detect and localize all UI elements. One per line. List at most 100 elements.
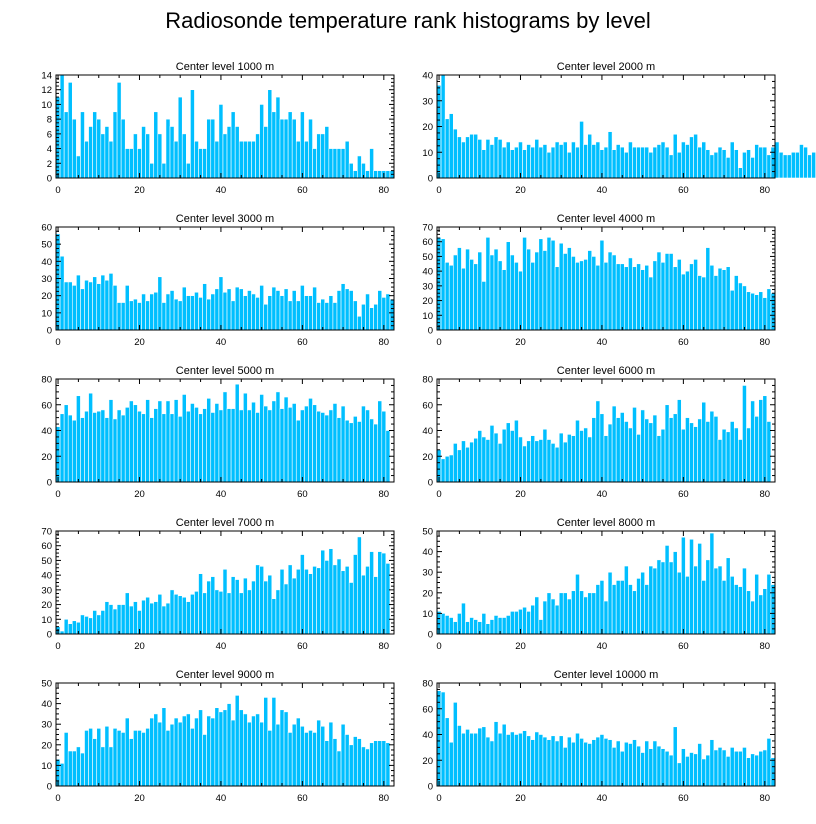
histogram-bar [452, 621, 458, 635]
histogram-bar [489, 425, 495, 483]
histogram-bar [444, 118, 450, 179]
histogram-bar [344, 140, 350, 179]
histogram-panel: Center level 4000 m 0 20 40 60 80 0 10 20 30 40 50 6… [422, 213, 776, 348]
histogram-bar [546, 739, 552, 787]
histogram-bar [481, 281, 487, 331]
x-tick-label: 0 [55, 793, 60, 804]
histogram-bar [145, 399, 150, 483]
histogram-bar [336, 558, 342, 635]
histogram-bar [571, 256, 576, 331]
histogram-bar [448, 264, 454, 331]
histogram-bar [80, 614, 85, 635]
histogram-bar [697, 146, 702, 179]
histogram-bar [689, 136, 694, 179]
histogram-bar [465, 446, 470, 483]
histogram-bar [352, 736, 358, 787]
histogram-bar [202, 734, 207, 787]
histogram-bar [481, 726, 487, 787]
histogram-bar [247, 290, 252, 331]
histogram-bar [230, 111, 236, 179]
histogram-bar [493, 432, 499, 483]
histogram-bar [304, 568, 309, 635]
histogram-bar [510, 149, 515, 179]
histogram-bar [473, 619, 479, 635]
histogram-bar [308, 398, 313, 483]
histogram-bar [778, 151, 784, 179]
histogram-bar [344, 419, 350, 483]
histogram-panel: Center level 8000 m 0 20 40 60 80 0 10 20 30 40 50 [422, 517, 776, 652]
y-tick-label: 20 [41, 740, 52, 751]
histogram-bar [267, 574, 273, 635]
y-tick-label: 20 [422, 588, 433, 599]
histogram-bar [652, 740, 658, 787]
histogram-bar [811, 151, 816, 179]
histogram-bar [161, 413, 167, 483]
histogram-bar [636, 146, 641, 179]
histogram-bar [762, 749, 768, 787]
histogram-bar [786, 154, 792, 179]
histogram-bar [340, 283, 346, 331]
y-tick-label: 30 [41, 585, 52, 596]
histogram-bar [324, 302, 330, 331]
histogram-bar [668, 561, 674, 635]
histogram-bar [526, 440, 531, 483]
histogram-bar [369, 551, 374, 635]
histogram-bar [129, 605, 134, 635]
x-tick-label: 60 [297, 641, 308, 652]
x-tick-label: 40 [216, 185, 227, 196]
histogram-bar [230, 719, 236, 787]
histogram-bar [124, 717, 130, 787]
histogram-bar [713, 749, 719, 787]
histogram-bar [100, 274, 106, 331]
histogram-bar [291, 118, 297, 179]
histogram-bar [283, 583, 289, 635]
histogram-bar [271, 697, 277, 787]
x-tick-label: 0 [55, 337, 60, 348]
histogram-bar [758, 399, 764, 483]
histogram-bar [697, 743, 702, 787]
histogram-bar [685, 144, 690, 179]
histogram-bar [697, 543, 702, 635]
histogram-bar [308, 295, 313, 331]
histogram-bar [660, 262, 666, 331]
histogram-bar [640, 752, 645, 787]
x-tick-label: 20 [134, 641, 145, 652]
histogram-bar [373, 423, 379, 483]
histogram-bar [361, 405, 366, 483]
histogram-bar [320, 298, 326, 331]
histogram-bar [599, 413, 605, 483]
histogram-bar [328, 295, 334, 331]
histogram-bar [668, 154, 674, 179]
panel-title: Center level 6000 m [557, 365, 655, 377]
histogram-bar [514, 146, 519, 179]
histogram-bar [518, 141, 523, 179]
histogram-bar [640, 409, 645, 483]
histogram-bar [530, 739, 536, 787]
histogram-bar [279, 709, 285, 787]
histogram-bar [332, 302, 338, 331]
histogram-bar [328, 721, 334, 787]
histogram-bar [369, 742, 374, 787]
histogram-bar [558, 592, 564, 635]
histogram-bar [603, 600, 609, 635]
histogram-panel: Center level 3000 m 0 20 40 60 80 0 10 20 30 40 50 6… [41, 213, 395, 348]
histogram-bar [713, 151, 719, 179]
histogram-bar [283, 118, 289, 179]
histogram-bar [357, 155, 362, 179]
histogram-bar [271, 286, 277, 331]
histogram-bar [304, 405, 309, 483]
histogram-bar [344, 734, 350, 787]
histogram-bar [571, 590, 576, 635]
histogram-bar [120, 414, 126, 483]
histogram-bar [554, 141, 560, 179]
histogram-bar [457, 136, 462, 179]
histogram-bar [705, 754, 711, 787]
histogram-bar [287, 732, 293, 787]
panel-title: Center level 9000 m [176, 669, 274, 681]
histogram-bar [709, 532, 715, 635]
histogram-bar [76, 746, 81, 787]
histogram-bar [795, 151, 800, 179]
y-tick-label: 10 [41, 761, 52, 772]
histogram-bar [644, 146, 650, 179]
histogram-bar [194, 291, 199, 331]
